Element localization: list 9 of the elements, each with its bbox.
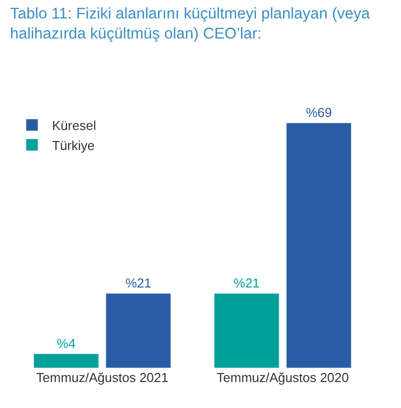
chart-title: Tablo 11: Fiziki alanlarını küçültmeyi planlayan (veya halihazırda küçültmüş olan) CEO’lar: — [10, 5, 370, 43]
data-label: %21 — [125, 275, 152, 290]
legend-label: Türkiye — [52, 138, 95, 153]
data-label: %69 — [306, 104, 332, 120]
data-label: %4 — [56, 336, 76, 351]
data-label: %21 — [234, 275, 260, 290]
x-tick-label: Temmuz/Ağustos 2020 — [216, 370, 349, 385]
x-tick-label: Temmuz/Ağustos 2021 — [36, 370, 168, 385]
legend-label: Küresel — [52, 118, 96, 134]
